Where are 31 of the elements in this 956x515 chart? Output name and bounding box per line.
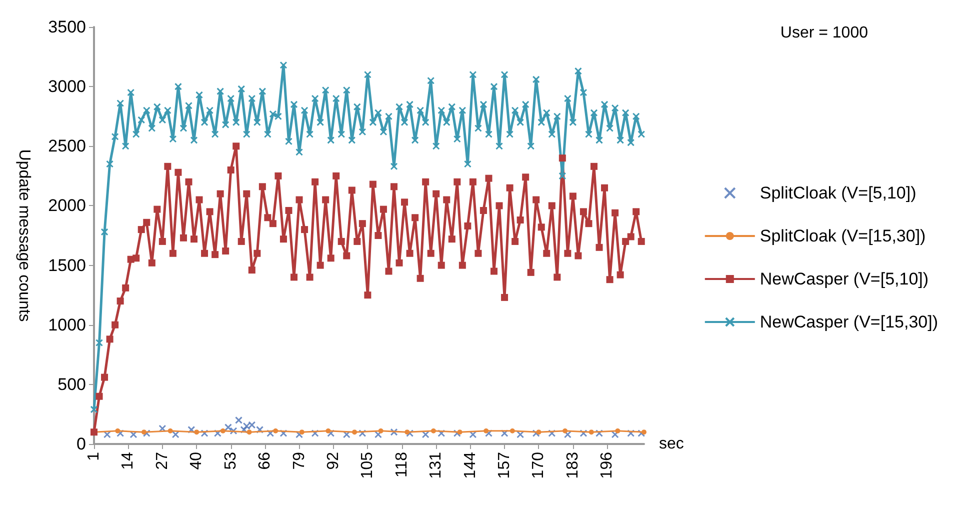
x-tick-label: 196 [598, 452, 616, 479]
y-tick-label: 2500 [48, 136, 86, 156]
x-tick-label: 53 [222, 452, 240, 470]
x-tick-label: 40 [188, 452, 206, 470]
y-tick-label: 3000 [48, 77, 86, 96]
legend-label: SplitCloak (V=[5,10]) [760, 184, 916, 202]
y-tick-label: 2000 [48, 196, 86, 216]
x-tick-label: 131 [428, 452, 445, 479]
x-tick-label: 170 [530, 452, 548, 479]
x-tick-label: 92 [324, 452, 342, 470]
legend-label: NewCasper (V=[5,10]) [760, 270, 929, 288]
x-tick-label: 105 [359, 452, 376, 479]
x-tick-label: 157 [496, 452, 514, 479]
legend-label: NewCasper (V=[15,30]) [760, 312, 938, 332]
text: User = 1000 [780, 24, 868, 42]
y-tick-label: 500 [58, 374, 86, 394]
x-tick-label: 66 [256, 452, 274, 470]
x-tick-label: 1 [86, 452, 102, 461]
x-tick-label: 14 [120, 452, 137, 470]
y-tick-label: 1500 [48, 256, 86, 275]
y-tick-label: 0 [76, 434, 86, 454]
x-tick-label: 118 [393, 452, 410, 478]
y-tick-label: 1000 [48, 315, 86, 334]
x-axis-title: sec [659, 436, 684, 452]
x-tick-label: 79 [290, 452, 308, 470]
legend-label: SplitCloak (V=[15,30]) [760, 226, 926, 246]
x-tick-label: 144 [462, 452, 479, 479]
y-tick-label: 3500 [48, 18, 86, 36]
x-tick-label: 183 [564, 452, 582, 479]
x-tick-label: 27 [154, 452, 171, 470]
y-axis-title: Update message counts [16, 149, 32, 322]
